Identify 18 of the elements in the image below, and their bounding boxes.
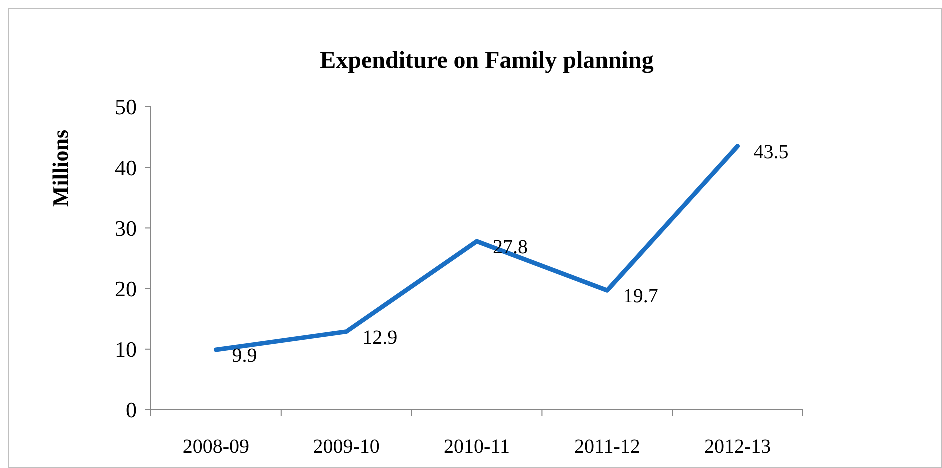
- x-tick-label: 2012-13: [704, 436, 772, 458]
- x-tick-label: 2011-12: [574, 436, 640, 458]
- data-label: 27.8: [493, 236, 528, 259]
- x-tick-label: 2009-10: [313, 436, 380, 458]
- y-tick-label: 50: [115, 94, 137, 120]
- data-label: 12.9: [362, 326, 398, 349]
- y-tick-label: 10: [115, 337, 137, 362]
- y-axis-title: Millions: [48, 130, 73, 208]
- x-tick-label: 2010-11: [444, 436, 510, 458]
- y-tick-label: 30: [115, 216, 137, 241]
- data-label: 43.5: [754, 141, 789, 164]
- data-label: 9.9: [232, 345, 258, 368]
- data-label: 19.7: [623, 286, 658, 308]
- chart-title: Expenditure on Family planning: [320, 48, 654, 74]
- x-tick-label: 2008-09: [182, 436, 250, 458]
- y-tick-label: 20: [115, 276, 137, 302]
- y-tick-label: 40: [115, 155, 137, 180]
- y-tick-label: 0: [126, 398, 137, 423]
